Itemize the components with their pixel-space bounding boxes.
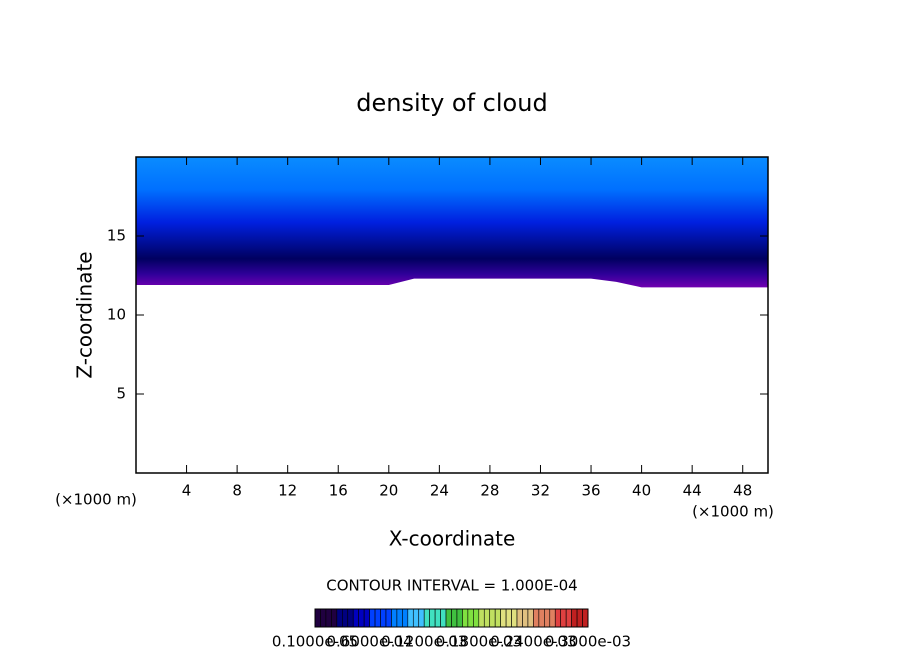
colorbar-stripe [489,608,496,628]
colorbar-stripe [522,608,529,628]
colorbar-stripe [571,608,578,628]
y-tick-label: 10 [107,306,126,324]
colorbar-stripe [314,608,321,628]
colorbar-stripe [582,608,589,628]
colorbar-stripe [467,608,474,628]
colorbar-stripe [347,608,354,628]
colorbar-stripe [423,608,430,628]
colorbar-stripe [516,608,523,628]
colorbar-stripe [533,608,540,628]
colorbar-stripe [494,608,501,628]
colorbar-stripe [407,608,414,628]
colorbar-stripe [445,608,452,628]
colorbar-stripe [451,608,458,628]
colorbar-stripe [369,608,376,628]
colorbar-stripe [363,608,370,628]
colorbar-stripe [385,608,392,628]
colorbar-label: 0.6000e-04 [326,633,412,651]
colorbar-stripe [544,608,551,628]
colorbar-stripe [358,608,365,628]
x-tick-label: 12 [278,482,297,500]
contour-note: CONTOUR INTERVAL = 1.000E-04 [326,577,577,595]
x-axis-label: X-coordinate [389,527,516,551]
colorbar-stripe [500,608,507,628]
chart-title: density of cloud [356,89,547,117]
x-tick-label: 8 [232,482,242,500]
colorbar-frame [314,608,589,628]
colorbar-stripe [352,608,359,628]
colorbar-stripe [374,608,381,628]
colorbar-stripe [396,608,403,628]
colorbar-label: 0.1000e-05 [272,633,358,651]
x-tick-label: 20 [379,482,398,500]
x-tick-label: 28 [480,482,499,500]
y-tick-label: 15 [107,227,126,245]
colorbar-stripe [325,608,332,628]
colorbar-stripe [391,608,398,628]
x-tick-label: 24 [430,482,449,500]
colorbar-stripe [440,608,447,628]
x-tick-label: 36 [581,482,600,500]
colorbar-stripe [483,608,491,628]
colorbar-stripe [473,608,480,628]
x-tick-label: 16 [329,482,348,500]
colorbar-stripe [527,608,534,628]
colorbar-stripe [418,608,425,628]
colorbar-stripe [429,608,436,628]
x-tick-label: 48 [733,482,752,500]
cloud-field [136,157,768,288]
colorbar-stripe [434,608,441,628]
x-tick-label: 40 [632,482,651,500]
colorbar-stripe [511,608,518,628]
colorbar-stripe [478,608,485,628]
y-axis-label: Z-coordinate [73,251,97,378]
colorbar-label: 0.3000e-03 [545,633,631,651]
colorbar-stripe [331,608,338,628]
colorbar-label: 0.1200e-03 [381,633,467,651]
colorbar-stripe [560,608,567,628]
x-tick-label: 32 [531,482,550,500]
colorbar-label: 0.1800e-03 [436,633,522,651]
colorbar-stripe [402,608,409,628]
colorbar: 0.1000e-050.6000e-040.1200e-030.1800e-03… [272,608,631,651]
colorbar-stripe [554,608,561,628]
y-tick-label: 5 [116,385,126,403]
colorbar-stripe [505,608,512,628]
colorbar-stripe [538,608,545,628]
colorbar-stripe [336,608,343,628]
x-unit-label: (×1000 m) [55,491,137,509]
colorbar-stripe [576,608,583,628]
colorbar-stripe [320,608,327,628]
x-unit-label: (×1000 m) [692,503,774,521]
colorbar-stripe [456,608,463,628]
colorbar-stripe [549,608,556,628]
colorbar-stripe [380,608,387,628]
colorbar-label: 0.2400e-03 [490,633,576,651]
colorbar-stripe [341,608,349,628]
colorbar-stripe [412,608,420,628]
x-tick-label: 44 [683,482,702,500]
x-tick-label: 4 [182,482,192,500]
colorbar-stripe [565,608,572,628]
colorbar-stripe [462,608,469,628]
